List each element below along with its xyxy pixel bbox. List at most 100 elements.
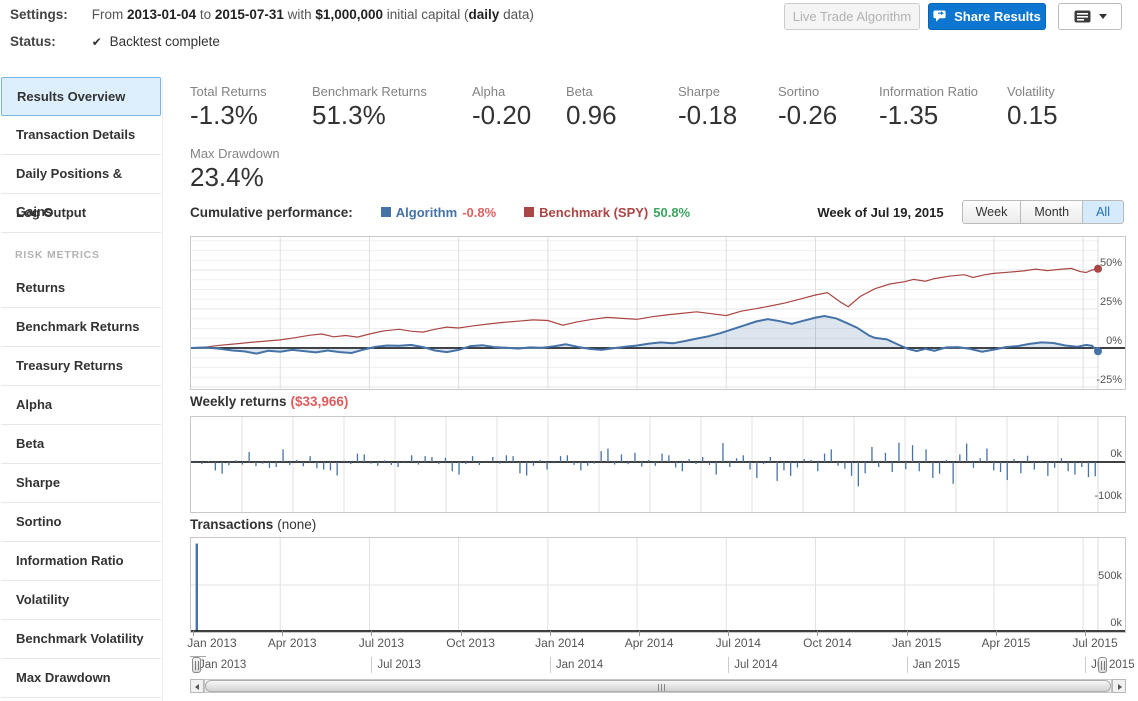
- y-axis-label: 0%: [1106, 335, 1122, 347]
- left-arrow-icon: [195, 684, 199, 690]
- status-text: Backtest complete: [109, 34, 220, 49]
- x-axis-tick: [728, 631, 730, 636]
- range-navigator[interactable]: Jan 2013 Jul 2013 Jan 2014 Jul 2014 Jan 2015…: [190, 655, 1135, 677]
- x-axis-tick: [817, 631, 819, 636]
- x-axis-label: Apr 2014: [624, 636, 674, 650]
- sidebar-item-returns[interactable]: Returns: [1, 269, 161, 308]
- metric-max-drawdown: Max Drawdown 23.4%: [190, 146, 350, 193]
- sidebar-item-daily-positions-gains[interactable]: Daily Positions & Gains: [1, 155, 161, 219]
- metrics-row-2: Max Drawdown 23.4%: [190, 146, 350, 193]
- week-of-label: Week of Jul 19, 2015: [817, 204, 944, 220]
- chart-scrollbar: [190, 679, 1126, 693]
- transactions-plot: [191, 538, 1125, 632]
- navigator-tick: [728, 657, 730, 673]
- share-results-label: Share Results: [954, 9, 1041, 24]
- algorithm-legend-label: Algorithm: [395, 204, 458, 220]
- navigator-tick: [549, 657, 551, 673]
- x-axis: Jan 2013 Apr 2013 Jul 2013 Oct 2013 Jan 2014…: [187, 631, 1126, 650]
- metric-label: Beta: [566, 84, 593, 99]
- range-button-month[interactable]: Month: [1021, 200, 1084, 224]
- weekly-returns-title: Weekly returns ($33,966): [190, 394, 349, 409]
- metric-value: 0.15: [1007, 100, 1058, 130]
- x-axis-tick: [995, 631, 997, 636]
- metric-alpha: Alpha -0.20: [472, 84, 566, 131]
- settings-text: From 2013-01-04 to 2015-07-31 with $1,00…: [91, 7, 534, 22]
- cumulative-chart[interactable]: 50% 25% 0% -25%: [190, 236, 1126, 390]
- range-button-week[interactable]: Week: [961, 200, 1022, 224]
- scroll-left-button[interactable]: [190, 679, 204, 693]
- sidebar-item-log-output[interactable]: Log Output: [1, 194, 161, 233]
- metric-label: Volatility: [1007, 84, 1055, 99]
- y-axis-label: -25%: [1096, 374, 1122, 386]
- sidebar-item-max-drawdown[interactable]: Max Drawdown: [1, 659, 161, 698]
- sidebar-item-benchmark-returns[interactable]: Benchmark Returns: [1, 308, 161, 347]
- x-axis-label: Oct 2014: [803, 636, 852, 650]
- legend-algorithm[interactable]: Algorithm -0.8%: [380, 204, 497, 220]
- results-overview-panel: Total Returns -1.3% Benchmark Returns 51.3%…: [187, 64, 1135, 701]
- list-icon: [1074, 10, 1090, 23]
- navigator-left-handle[interactable]: [192, 657, 201, 673]
- metric-information-ratio: Information Ratio -1.35: [879, 84, 1007, 131]
- metric-value: -0.18: [678, 100, 738, 130]
- y-axis-label: -100k: [1094, 490, 1122, 502]
- metric-volatility: Volatility 0.15: [1007, 84, 1107, 131]
- sidebar-item-results-overview[interactable]: Results Overview: [1, 77, 161, 116]
- sidebar-item-information-ratio[interactable]: Information Ratio: [1, 542, 161, 581]
- sidebar-item-beta[interactable]: Beta: [1, 425, 161, 464]
- x-axis-tick: [371, 631, 373, 636]
- navigator-label: Jul 2014: [734, 659, 778, 671]
- sidebar-item-sortino[interactable]: Sortino: [1, 503, 161, 542]
- weekly-returns-chart[interactable]: 0k -100k: [190, 416, 1126, 513]
- sidebar-item-volatility[interactable]: Volatility: [1, 581, 161, 620]
- status-label: Status:: [10, 34, 56, 49]
- scrollbar-track[interactable]: [204, 679, 1112, 693]
- x-axis-tick: [193, 631, 194, 636]
- metric-benchmark-returns: Benchmark Returns 51.3%: [312, 84, 472, 131]
- range-button-all[interactable]: All: [1083, 200, 1124, 224]
- weekly-current-value: ($33,966): [290, 394, 349, 409]
- metric-label: Sortino: [778, 84, 820, 99]
- y-axis-label: 0k: [1110, 617, 1122, 629]
- metric-value: -0.26: [778, 100, 838, 130]
- scrollbar-grip-icon: [658, 683, 667, 691]
- scroll-right-button[interactable]: [1112, 679, 1126, 693]
- x-axis-tick: [460, 631, 462, 636]
- x-axis-label: Jul 2013: [358, 636, 405, 650]
- sidebar-item-treasury-returns[interactable]: Treasury Returns: [1, 347, 161, 386]
- x-axis-label: Jan 2015: [892, 636, 942, 650]
- check-icon: ✔: [91, 35, 102, 49]
- metric-label: Total Returns: [190, 84, 267, 99]
- weekly-returns-plot: [191, 417, 1125, 512]
- view-options-button[interactable]: [1058, 3, 1122, 30]
- navigator-tick: [371, 657, 373, 673]
- transactions-current-value: (none): [277, 517, 317, 532]
- metric-value: -1.3%: [190, 100, 258, 130]
- top-bar: Settings: From 2013-01-04 to 2015-07-31 …: [0, 0, 1138, 64]
- x-axis-label: Oct 2013: [446, 636, 495, 650]
- navigator-right-handle[interactable]: [1098, 657, 1107, 673]
- share-results-button[interactable]: Share Results: [928, 3, 1046, 30]
- benchmark-legend-label: Benchmark (SPY): [539, 204, 649, 220]
- metrics-row-1: Total Returns -1.3% Benchmark Returns 51.3%…: [190, 84, 1107, 131]
- algorithm-current-value: -0.8%: [462, 204, 497, 220]
- cumulative-chart-header: Cumulative performance: Algorithm -0.8% …: [190, 200, 1124, 224]
- metric-value: -0.20: [472, 100, 532, 130]
- navigator-label: Jan 2013: [199, 659, 247, 671]
- x-axis-tick: [906, 631, 908, 636]
- right-arrow-icon: [1118, 684, 1122, 690]
- share-icon: [933, 10, 946, 22]
- sidebar-item-sharpe[interactable]: Sharpe: [1, 464, 161, 503]
- metric-label: Alpha: [472, 84, 506, 99]
- y-axis-label: 50%: [1099, 257, 1122, 269]
- sidebar-item-alpha[interactable]: Alpha: [1, 386, 161, 425]
- live-trade-button[interactable]: Live Trade Algorithm: [784, 3, 920, 30]
- navigator-label: Jan 2014: [555, 659, 604, 671]
- metric-sortino: Sortino -0.26: [778, 84, 879, 131]
- sidebar-item-benchmark-volatility[interactable]: Benchmark Volatility: [1, 620, 161, 659]
- transactions-chart[interactable]: 500k 0k: [190, 537, 1126, 633]
- legend-benchmark[interactable]: Benchmark (SPY) 50.8%: [524, 205, 690, 220]
- cumulative-plot: [191, 237, 1125, 389]
- sidebar-item-transaction-details[interactable]: Transaction Details: [1, 116, 161, 155]
- metric-label: Max Drawdown: [190, 146, 280, 161]
- scrollbar-thumb[interactable]: [205, 680, 1111, 692]
